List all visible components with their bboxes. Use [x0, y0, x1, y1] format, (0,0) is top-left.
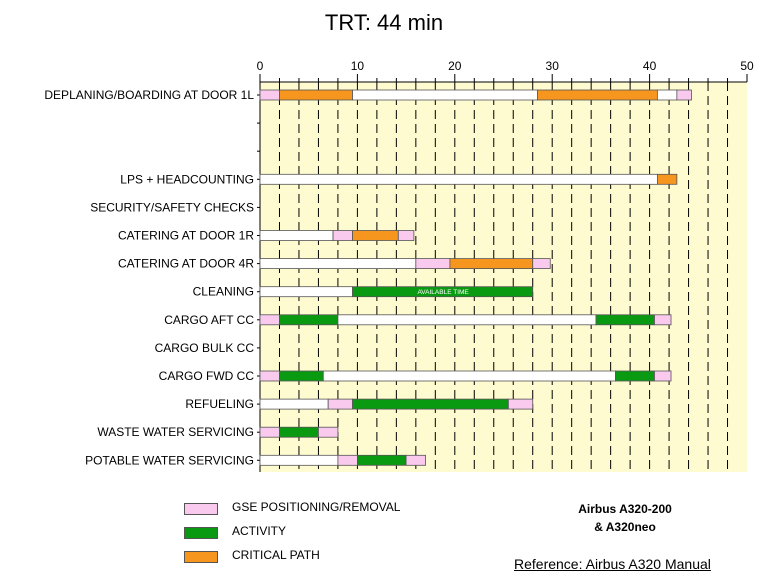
row-label: SECURITY/SAFETY CHECKS: [90, 200, 254, 214]
bar-segment-gse: [415, 258, 451, 270]
bar-segment-activity: [279, 370, 324, 382]
bar-segment-gse: [337, 454, 358, 466]
bar-segment-gse: [327, 398, 353, 410]
bar-segment-gse: [676, 89, 692, 101]
bar-segment-activity: [352, 286, 534, 298]
bar-segment-gse: [654, 370, 672, 382]
bar-segment-gse: [259, 370, 280, 382]
x-tick-label: 30: [546, 59, 560, 73]
row-label: LPS + HEADCOUNTING: [120, 172, 254, 186]
legend-label-activity: ACTIVITY: [232, 524, 287, 538]
bar-segment-activity: [356, 454, 407, 466]
row-label: POTABLE WATER SERVICING: [85, 453, 254, 467]
legend-swatch-gse: [184, 503, 218, 515]
x-tick-label: 50: [740, 59, 754, 73]
row-label: CATERING AT DOOR 1R: [118, 229, 254, 243]
row-label: REFUELING: [185, 397, 254, 411]
bar-segment-available: [259, 454, 339, 466]
aircraft-model-line2: & A320neo: [594, 520, 656, 534]
row-label: CARGO FWD CC: [159, 369, 255, 383]
bar-segment-critical: [352, 230, 399, 241]
bar-segment-gse: [332, 230, 353, 241]
bar-segment-critical: [656, 173, 678, 185]
bar-segment-activity: [279, 426, 319, 438]
row-label: DEPLANING/BOARDING AT DOOR 1L: [44, 88, 254, 102]
bar-segment-critical: [279, 89, 353, 101]
bar-segment-available: [259, 286, 353, 298]
x-tick-label: 40: [643, 59, 657, 73]
row-label: CARGO BULK CC: [155, 341, 255, 355]
legend-swatch-activity: [184, 527, 218, 539]
bar-segment-gse: [405, 454, 426, 466]
bar-segment-activity: [615, 370, 655, 382]
annotation-available-time: AVAILABLE TIME: [417, 289, 469, 296]
row-label: WASTE WATER SERVICING: [97, 425, 254, 439]
legend-label-critical: CRITICAL PATH: [232, 548, 320, 562]
bar-segment-gse: [259, 426, 280, 438]
legend-label-gse: GSE POSITIONING/REMOVAL: [232, 500, 401, 514]
x-tick-label: 10: [351, 59, 365, 73]
bar-segment-available: [259, 173, 658, 185]
bar-segment-gse: [318, 426, 339, 438]
bar-segment-available: [337, 314, 597, 326]
bar-segment-available: [656, 89, 678, 101]
bar-segment-available: [259, 398, 329, 410]
bar-segment-critical: [449, 258, 534, 270]
bar-segment-gse: [507, 398, 534, 410]
bar-segment-critical: [537, 89, 658, 101]
x-tick-label: 20: [448, 59, 462, 73]
bar-segment-gse: [259, 314, 280, 326]
legend-swatch-critical: [184, 551, 218, 563]
aircraft-model: Airbus A320-200 & A320neo: [560, 500, 690, 536]
bar-segment-available: [259, 230, 334, 241]
bar-segment-available: [322, 370, 616, 382]
bar-segment-activity: [352, 398, 509, 410]
plot-area: [260, 82, 747, 472]
row-label: CARGO AFT CC: [164, 313, 254, 327]
row-label: CLEANING: [193, 285, 254, 299]
reference-note: Reference: Airbus A320 Manual: [514, 556, 711, 572]
chart-title: TRT: 44 min: [324, 10, 444, 35]
bar-segment-available: [259, 258, 417, 270]
gantt-chart: 0 10 20 30 40 50 DEPLANING/BOARDING AT DOOR 1L…: [44, 59, 754, 472]
bar-segment-activity: [279, 314, 339, 326]
bar-segment-gse: [397, 230, 415, 241]
bar-segment-gse: [654, 314, 672, 326]
row-label: CATERING AT DOOR 4R: [118, 257, 254, 271]
aircraft-model-line1: Airbus A320-200: [578, 502, 672, 516]
bar-segment-gse: [532, 258, 551, 270]
bar-segment-activity: [595, 314, 655, 326]
x-tick-label: 0: [257, 59, 264, 73]
bar-segment-available: [352, 89, 538, 101]
bar-segment-gse: [259, 89, 280, 101]
